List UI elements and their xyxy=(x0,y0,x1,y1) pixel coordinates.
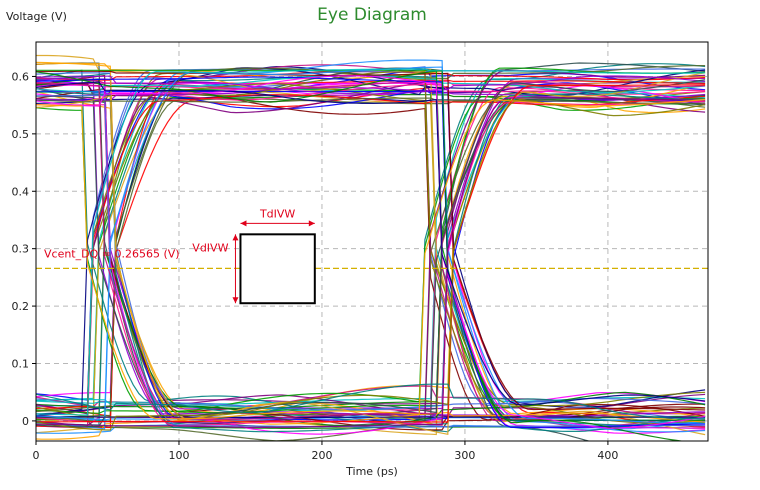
y-tick-label: 0.4 xyxy=(12,185,30,198)
y-tick-label: 0.6 xyxy=(12,70,30,83)
eye-trace xyxy=(36,75,706,429)
eye-mask xyxy=(232,220,316,305)
eye-trace xyxy=(36,82,706,421)
y-tick-label: 0.3 xyxy=(12,243,30,256)
eye-trace xyxy=(36,84,706,423)
vdivw-arrowhead-top xyxy=(232,234,239,241)
y-tick-label: 0 xyxy=(22,415,29,428)
y-axis: 0 0.1 0.2 0.3 0.4 0.5 0.6 xyxy=(12,70,36,428)
vdivw-arrowhead-bottom xyxy=(232,297,239,304)
mask-box xyxy=(239,233,316,305)
eye-trace xyxy=(36,98,706,409)
y-tick-label: 0.5 xyxy=(12,128,30,141)
eye-trace xyxy=(36,416,706,418)
eye-trace xyxy=(36,81,706,406)
x-axis-label: Time (ps) xyxy=(345,465,398,478)
eye-trace xyxy=(36,70,706,411)
eye-trace xyxy=(36,68,706,407)
tdivw-arrowhead-left xyxy=(240,220,247,227)
eye-trace xyxy=(36,61,706,425)
eye-traces xyxy=(36,54,706,441)
eye-trace xyxy=(36,97,706,104)
eye-trace xyxy=(36,91,706,414)
plot-frame xyxy=(35,41,709,442)
eye-trace xyxy=(36,66,706,425)
eye-trace xyxy=(36,70,706,424)
eye-trace xyxy=(36,75,706,95)
eye-trace xyxy=(36,69,687,441)
vdivw-label: VdIVW xyxy=(192,242,228,255)
eye-trace xyxy=(36,97,706,428)
x-tick-label: 400 xyxy=(597,449,618,462)
eye-trace xyxy=(36,72,706,436)
x-tick-label: 100 xyxy=(168,449,189,462)
vcent-label: Vcent_DQ = 0.26565 (V) xyxy=(44,247,180,260)
y-axis-label: Voltage (V) xyxy=(6,10,67,23)
eye-trace xyxy=(36,79,706,429)
x-tick-label: 0 xyxy=(33,449,40,462)
eye-trace xyxy=(36,87,706,101)
chart-title: Eye Diagram xyxy=(317,5,427,25)
y-tick-label: 0.2 xyxy=(12,300,30,313)
y-tick-label: 0.1 xyxy=(12,357,30,370)
tdivw-label: TdIVW xyxy=(259,207,295,220)
eye-trace xyxy=(36,99,706,420)
x-tick-label: 200 xyxy=(311,449,332,462)
eye-trace xyxy=(36,68,706,416)
eye-trace xyxy=(36,100,706,426)
x-tick-label: 300 xyxy=(454,449,475,462)
tdivw-arrowhead-right xyxy=(308,220,315,227)
eye-trace xyxy=(36,99,706,431)
eye-trace xyxy=(36,383,706,420)
x-axis: 0 100 200 300 400 xyxy=(33,441,618,462)
eye-trace xyxy=(36,83,706,412)
